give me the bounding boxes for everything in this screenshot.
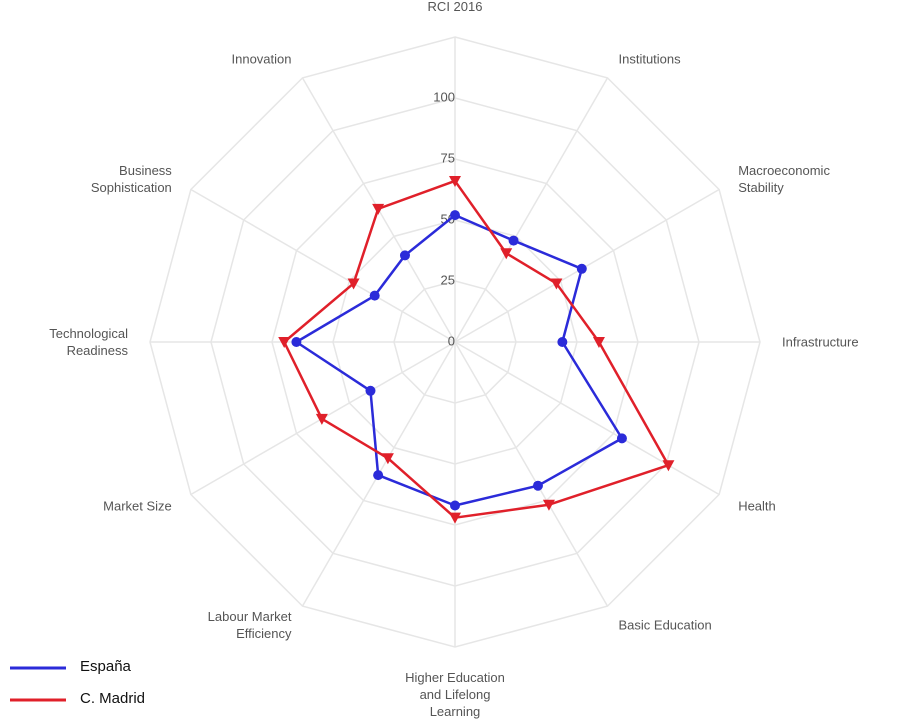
marker xyxy=(592,337,605,348)
marker xyxy=(616,433,627,444)
series-line xyxy=(282,179,670,519)
marker xyxy=(372,203,385,215)
spoke xyxy=(454,341,609,607)
spoke xyxy=(454,77,609,343)
legend-label: C. Madrid xyxy=(80,690,146,707)
axis-label: Labour Market Efficiency xyxy=(207,609,292,642)
marker xyxy=(449,512,461,524)
r-tick-label: 100 xyxy=(433,89,455,104)
axis-label: Market Size xyxy=(103,498,172,513)
marker xyxy=(557,337,568,347)
marker xyxy=(500,248,513,260)
marker xyxy=(278,337,291,348)
axis-label: Macroeconomic Stability xyxy=(738,162,830,195)
marker xyxy=(373,470,384,481)
marker xyxy=(399,250,410,261)
axis-label: Business Sophistication xyxy=(90,162,172,195)
r-tick-label: 0 xyxy=(448,333,455,348)
marker xyxy=(450,210,460,221)
marker xyxy=(369,290,380,301)
axis-label: Innovation xyxy=(231,51,292,67)
marker xyxy=(532,480,543,491)
r-tick-label: 25 xyxy=(441,272,455,287)
marker xyxy=(315,413,328,425)
r-tick-label: 75 xyxy=(441,150,455,165)
axis-label: RCI 2016 xyxy=(427,0,483,14)
marker xyxy=(550,278,563,290)
spoke xyxy=(454,341,720,496)
axis-label: Higher Education and Lifelong Learning xyxy=(405,670,505,719)
axis-label: Basic Education xyxy=(618,617,712,633)
axis-label: Institutions xyxy=(618,51,681,67)
axis-label: Health xyxy=(738,498,776,513)
axis-label: Infrastructure xyxy=(782,334,859,350)
marker xyxy=(347,278,360,290)
marker xyxy=(449,175,461,187)
spoke xyxy=(190,188,456,343)
axis-label: Technological Readiness xyxy=(49,326,128,358)
marker xyxy=(450,500,460,511)
marker xyxy=(365,385,376,396)
series-line xyxy=(295,213,624,507)
marker xyxy=(542,499,555,511)
marker xyxy=(508,235,519,246)
marker xyxy=(662,460,675,472)
marker xyxy=(576,263,587,274)
marker xyxy=(291,337,302,347)
spoke xyxy=(454,188,720,343)
legend-label: España xyxy=(80,658,131,675)
marker xyxy=(381,453,394,465)
